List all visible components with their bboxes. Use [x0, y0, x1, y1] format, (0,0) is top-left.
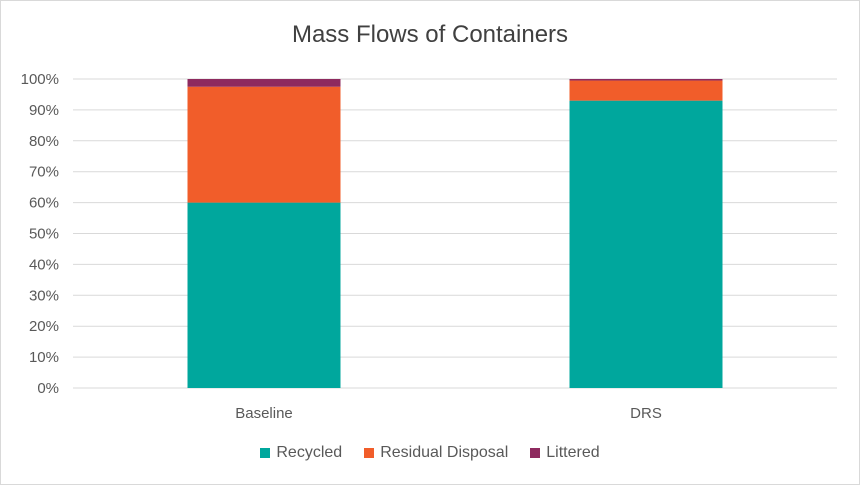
legend-swatch — [260, 448, 271, 458]
x-tick-label: Baseline — [235, 405, 293, 422]
legend-swatch — [530, 448, 541, 458]
y-tick-label: 40% — [29, 256, 59, 273]
y-tick-label: 70% — [29, 164, 59, 181]
legend-label: Recycled — [276, 444, 343, 461]
bar-drs-littered — [569, 79, 723, 81]
legend-item: Recycled — [260, 444, 342, 462]
legend-label: Residual Disposal — [380, 444, 509, 461]
y-tick-label: 80% — [29, 133, 59, 150]
legend-item: Littered — [530, 444, 600, 462]
y-tick-label: 50% — [29, 226, 59, 243]
bar-drs-residual-disposal — [569, 80, 723, 101]
y-tick-label: 100% — [21, 71, 59, 88]
legend-label: Littered — [546, 444, 600, 461]
y-tick-label: 0% — [37, 380, 59, 397]
y-tick-label: 10% — [29, 349, 59, 366]
y-tick-label: 30% — [29, 287, 59, 304]
bar-baseline-recycled — [187, 202, 341, 388]
y-tick-label: 90% — [29, 102, 59, 119]
chart-legend: Recycled Residual Disposal Littered — [1, 444, 859, 462]
bar-baseline-residual-disposal — [187, 86, 341, 203]
y-tick-label: 20% — [29, 318, 59, 335]
legend-item: Residual Disposal — [364, 444, 508, 462]
chart-title: Mass Flows of Containers — [291, 21, 569, 48]
bar-drs-recycled — [569, 100, 723, 388]
legend-swatch — [364, 448, 375, 458]
bar-baseline-littered — [187, 79, 341, 87]
x-tick-label: DRS — [630, 405, 662, 422]
y-tick-label: 60% — [29, 195, 59, 212]
